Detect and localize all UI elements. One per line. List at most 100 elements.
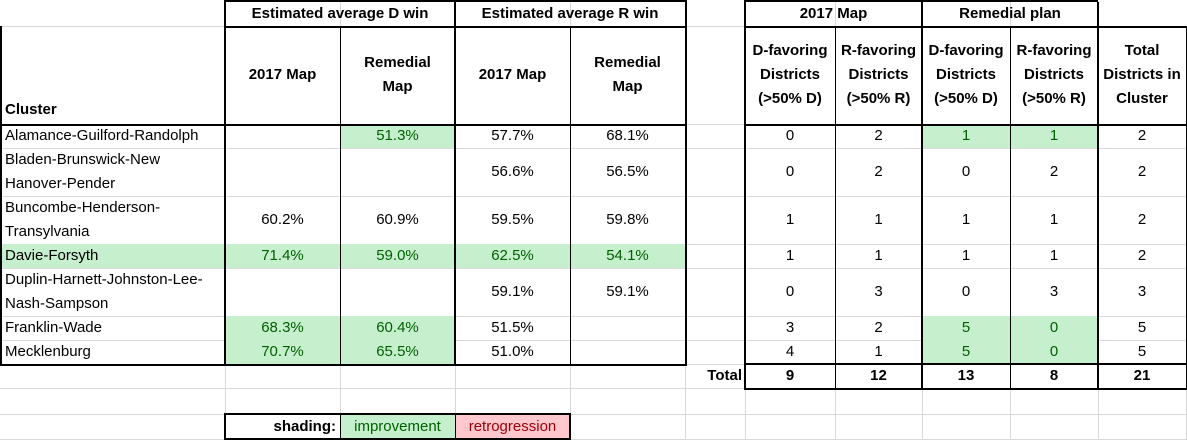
cell-drem: 51.3% <box>376 127 419 144</box>
cell-total: 3 <box>1137 283 1147 300</box>
cell-m17r: 1 <box>874 247 883 264</box>
cluster-name: Mecklenburg <box>5 343 91 360</box>
cell-remd: 1 <box>961 127 971 144</box>
gridline <box>0 316 1187 317</box>
cell-m17d: 4 <box>785 343 795 360</box>
cell-m17r: 2 <box>874 319 883 336</box>
totals-label: Total <box>707 367 742 384</box>
cluster-name: Bladen-Brunswick-New Hanover-Pender <box>5 151 161 192</box>
cell-drem: 65.5% <box>376 343 419 360</box>
header-d-2017: 2017 Map <box>248 66 317 83</box>
gridline <box>0 388 1187 389</box>
cell-drem <box>340 268 455 316</box>
cell-m17d: 1 <box>785 211 795 228</box>
total-rem-dfav: 13 <box>957 367 975 384</box>
cell-drem: 60.4% <box>376 319 419 336</box>
cell-remr: 3 <box>1049 283 1059 300</box>
cell-remr: 1 <box>1049 211 1059 228</box>
cell-m17r: 2 <box>874 127 883 144</box>
cluster-name: Franklin-Wade <box>5 319 102 336</box>
header-total-districts: Total Districts in Cluster <box>1103 42 1181 107</box>
cell-drem: 59.0% <box>376 247 419 264</box>
cell-m17d: 0 <box>785 127 795 144</box>
cell-remr: 1 <box>1049 127 1059 144</box>
cell-rrem: 59.8% <box>606 211 649 228</box>
cell-m17r: 3 <box>874 283 883 300</box>
total-2017-dfav: 9 <box>785 367 795 384</box>
cell-drem <box>340 148 455 196</box>
cell-remr: 0 <box>1049 343 1059 360</box>
cell-m17r: 2 <box>874 163 883 180</box>
legend-improvement: improvement <box>340 415 455 439</box>
cell-drem: 60.9% <box>376 211 419 228</box>
cell-r2017: 59.5% <box>491 211 534 228</box>
header-d-remedial: Remedial Map <box>364 54 431 95</box>
cell-r2017: 62.5% <box>491 247 534 264</box>
cell-rrem: 56.5% <box>606 163 649 180</box>
cell-d2017: 71.4% <box>261 247 304 264</box>
cell-r2017: 51.5% <box>491 319 534 336</box>
gridline <box>0 268 1187 269</box>
header-cluster: Cluster <box>5 101 57 118</box>
cell-remd: 1 <box>961 247 971 264</box>
header-remedial-plan: Remedial plan <box>959 5 1061 22</box>
cell-total: 5 <box>1137 343 1147 360</box>
cell-d2017 <box>225 268 340 316</box>
cell-remr: 2 <box>1049 163 1059 180</box>
cell-remr: 1 <box>1049 247 1059 264</box>
cell-rrem: 54.1% <box>606 247 649 264</box>
cell-d2017 <box>225 124 340 148</box>
total-2017-rfav: 12 <box>870 367 887 384</box>
header-d-win: Estimated average D win <box>251 5 429 22</box>
cell-d2017: 60.2% <box>261 211 304 228</box>
gridline <box>0 148 1187 149</box>
cell-remd: 5 <box>961 319 971 336</box>
cell-remd: 1 <box>961 211 971 228</box>
cell-total: 2 <box>1137 211 1147 228</box>
cell-m17d: 0 <box>785 163 795 180</box>
header-r-win: Estimated average R win <box>481 5 659 22</box>
cell-total: 2 <box>1137 247 1147 264</box>
cell-rrem <box>570 316 685 340</box>
cell-r2017: 59.1% <box>491 283 534 300</box>
header-2017-dfav: D-favoring Districts (>50% D) <box>752 42 828 107</box>
cell-rrem: 68.1% <box>606 127 649 144</box>
total-districts: 21 <box>1133 367 1151 384</box>
cell-rrem <box>570 340 685 364</box>
cell-remr: 0 <box>1049 319 1059 336</box>
cell-rrem: 59.1% <box>606 283 649 300</box>
cluster-name: Buncombe-Henderson- Transylvania <box>5 199 161 240</box>
cluster-name: Davie-Forsyth <box>5 247 99 264</box>
cell-d2017 <box>225 148 340 196</box>
cell-r2017: 57.7% <box>491 127 534 144</box>
cluster-name: Alamance-Guilford-Randolph <box>5 127 199 144</box>
header-r-2017: 2017 Map <box>478 66 547 83</box>
cell-total: 5 <box>1137 319 1147 336</box>
cell-m17r: 1 <box>874 343 883 360</box>
header-r-remedial: Remedial Map <box>594 54 661 95</box>
cell-d2017: 68.3% <box>261 319 304 336</box>
cell-d2017: 70.7% <box>261 343 304 360</box>
gridline <box>0 414 1187 415</box>
cell-m17d: 0 <box>785 283 795 300</box>
header-2017-map: 2017 Map <box>799 5 868 22</box>
cell-remd: 0 <box>961 283 971 300</box>
cell-total: 2 <box>1137 163 1147 180</box>
cell-m17d: 1 <box>785 247 795 264</box>
cell-remd: 5 <box>961 343 971 360</box>
cell-r2017: 56.6% <box>491 163 534 180</box>
header-rem-rfav: R-favoring Districts (>50% R) <box>1016 42 1092 107</box>
gridline <box>0 340 1187 341</box>
legend-label: shading: <box>273 418 337 435</box>
gridline <box>0 196 1187 197</box>
cluster-name: Duplin-Harnett-Johnston-Lee- Nash-Sampson <box>5 271 203 312</box>
cell-total: 2 <box>1137 127 1147 144</box>
header-rem-dfav: D-favoring Districts (>50% D) <box>928 42 1004 107</box>
cell-r2017: 51.0% <box>491 343 534 360</box>
cell-remd: 0 <box>961 163 971 180</box>
legend-retrogression: retrogression <box>455 415 570 439</box>
header-2017-rfav: R-favoring Districts (>50% R) <box>841 42 916 107</box>
cell-m17r: 1 <box>874 211 883 228</box>
total-rem-rfav: 8 <box>1049 367 1059 384</box>
